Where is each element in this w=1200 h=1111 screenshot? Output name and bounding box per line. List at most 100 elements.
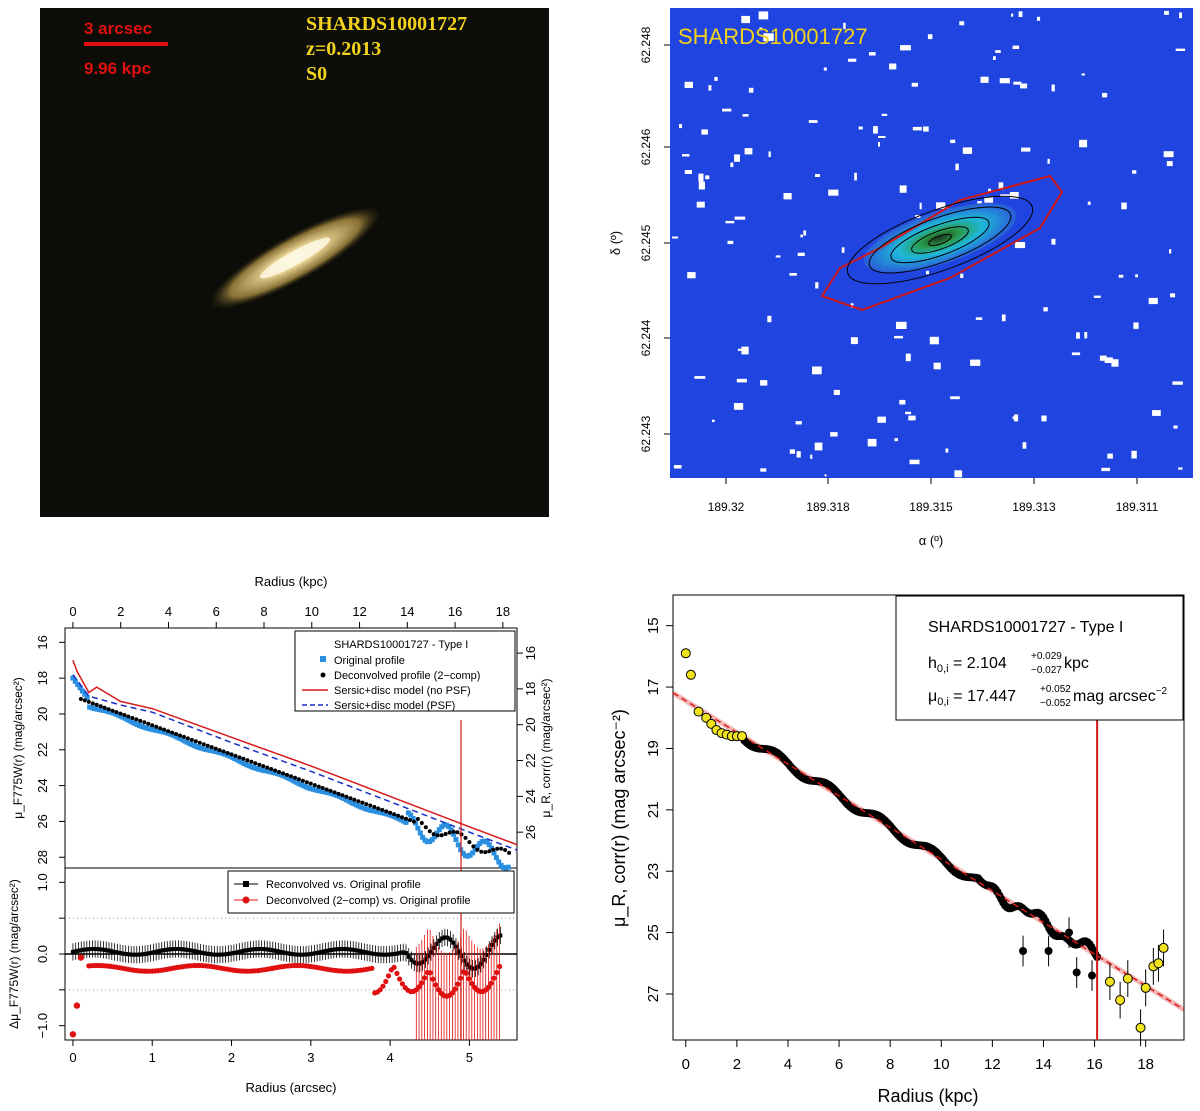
speckle: [1175, 48, 1186, 51]
reconvolved-resid-point: [426, 954, 431, 959]
left-tick-label: 18: [35, 671, 50, 685]
panel-d-legend-title: SHARDS10001727 - Type I: [928, 619, 1123, 636]
speckle: [984, 196, 994, 203]
deconvolved-profile-point: [142, 720, 147, 725]
reconvolved-resid-point: [470, 966, 475, 971]
reconvolved-resid-point: [268, 947, 272, 952]
speckle: [823, 67, 827, 71]
speckle: [758, 11, 769, 20]
original-profile-point: [415, 825, 421, 831]
deconvolved-profile-point: [415, 817, 420, 821]
original-profile-point: [451, 831, 457, 837]
reconvolved-resid-point: [392, 951, 397, 956]
central-sb-lower-err: −0.052: [1040, 698, 1071, 709]
original-profile-point: [413, 820, 418, 826]
deconvolved-profile-point: [225, 751, 230, 755]
deconvolved-profile-point: [300, 778, 305, 783]
deconvolved-resid-point: [397, 976, 403, 982]
reconvolved-resid-point: [453, 944, 458, 949]
reconvolved-resid-point: [492, 938, 497, 943]
profile-point: [1044, 947, 1053, 955]
deconvolved-profile-point: [455, 830, 460, 835]
speckle: [1179, 12, 1182, 19]
reconvolved-resid-point: [334, 947, 339, 952]
deconvolved-resid-point: [452, 986, 458, 992]
reconvolved-resid-point: [467, 965, 472, 970]
speckle: [899, 399, 906, 405]
reconvolved-resid-point: [112, 949, 117, 954]
speckle: [1014, 242, 1026, 249]
reconvolved-resid-point: [73, 949, 78, 954]
reconvolved-resid-point: [384, 952, 389, 957]
speckle: [812, 366, 822, 375]
speckle: [708, 85, 712, 91]
scale-length-unit: kpc: [1064, 655, 1089, 672]
reconvolved-resid-point: [93, 947, 98, 951]
deconvolved-resid-point: [69, 1031, 77, 1038]
deconvolved-profile-point: [439, 833, 444, 838]
deconvolved-resid-point: [469, 980, 475, 987]
original-profile-point: [70, 675, 76, 681]
deconvolved-profile-point: [411, 819, 416, 824]
panel-d-xtick-label: 8: [886, 1056, 894, 1073]
deconvolved-profile-point: [392, 812, 397, 817]
reconvolved-resid-point: [495, 935, 500, 940]
legend-deconv: Deconvolved profile (2−comp): [334, 670, 480, 682]
deconvolved-profile-point: [340, 793, 345, 798]
reconvolved-resid-point: [473, 966, 478, 971]
reconvolved-resid-point: [293, 952, 297, 957]
original-profile-point: [434, 830, 440, 836]
original-profile-point: [505, 864, 511, 870]
top-tick-label: 14: [400, 604, 414, 619]
original-profile-point: [446, 824, 452, 830]
deconvolved-profile-point: [336, 791, 341, 796]
deconvolved-profile-point: [277, 770, 282, 774]
speckle: [1135, 274, 1138, 278]
left-tick-label: 22: [35, 743, 50, 757]
deconvolved-resid-point: [463, 970, 469, 976]
speckle: [698, 173, 704, 182]
map-ytick-label: 62.243: [639, 415, 653, 452]
deconvolved-profile-point: [487, 849, 492, 854]
speckle: [881, 113, 888, 116]
reconvolved-resid-point: [484, 952, 489, 957]
reconvolved-resid-point: [359, 949, 364, 954]
reconvolved-resid-point: [337, 947, 342, 952]
speckle: [1087, 201, 1091, 205]
deconvolved-profile-point: [396, 813, 401, 818]
reconvolved-resid-point: [284, 951, 289, 956]
speckle: [734, 216, 746, 220]
reconvolved-resid-point: [390, 952, 395, 957]
reconvolved-resid-point: [212, 952, 217, 957]
reconvolved-resid-point: [82, 947, 86, 952]
yellow-point: [1135, 1022, 1146, 1033]
deconvolved-profile-point: [269, 767, 274, 771]
galaxy-morphology: S0: [306, 63, 327, 85]
panel-d-xtick-label: 16: [1086, 1056, 1103, 1073]
reconvolved-resid-point: [273, 948, 278, 953]
scale-length-text: h0,i = 2.104: [928, 655, 1007, 675]
speckle: [1009, 192, 1019, 199]
reconvolved-resid-point: [107, 948, 111, 953]
speckle: [797, 252, 805, 256]
deconvolved-profile-point: [447, 830, 452, 835]
profile-point: [1065, 928, 1074, 937]
panel-d-xtick-label: 12: [984, 1056, 1001, 1073]
deconvolved-profile-point: [372, 805, 377, 809]
panel-d-legend-box: [895, 595, 1184, 721]
speckle: [696, 201, 705, 208]
reconvolved-resid-point: [409, 958, 414, 963]
reconvolved-resid-point: [251, 947, 256, 952]
reconvolved-resid-point: [234, 950, 239, 955]
deconvolved-profile-point: [257, 762, 262, 767]
speckle: [815, 174, 820, 177]
reconvolved-resid-point: [165, 947, 170, 952]
deconvolved-profile-point: [205, 743, 210, 748]
panel-d-xtick-label: 6: [835, 1056, 843, 1073]
bottom-axis-label: Radius (arcsec): [245, 1080, 336, 1095]
deconvolved-resid-point: [449, 990, 455, 996]
deconvolved-resid-point: [416, 984, 422, 990]
speckle: [1121, 202, 1127, 210]
original-profile-point: [72, 678, 78, 684]
deconvolved-profile-point: [324, 787, 329, 792]
